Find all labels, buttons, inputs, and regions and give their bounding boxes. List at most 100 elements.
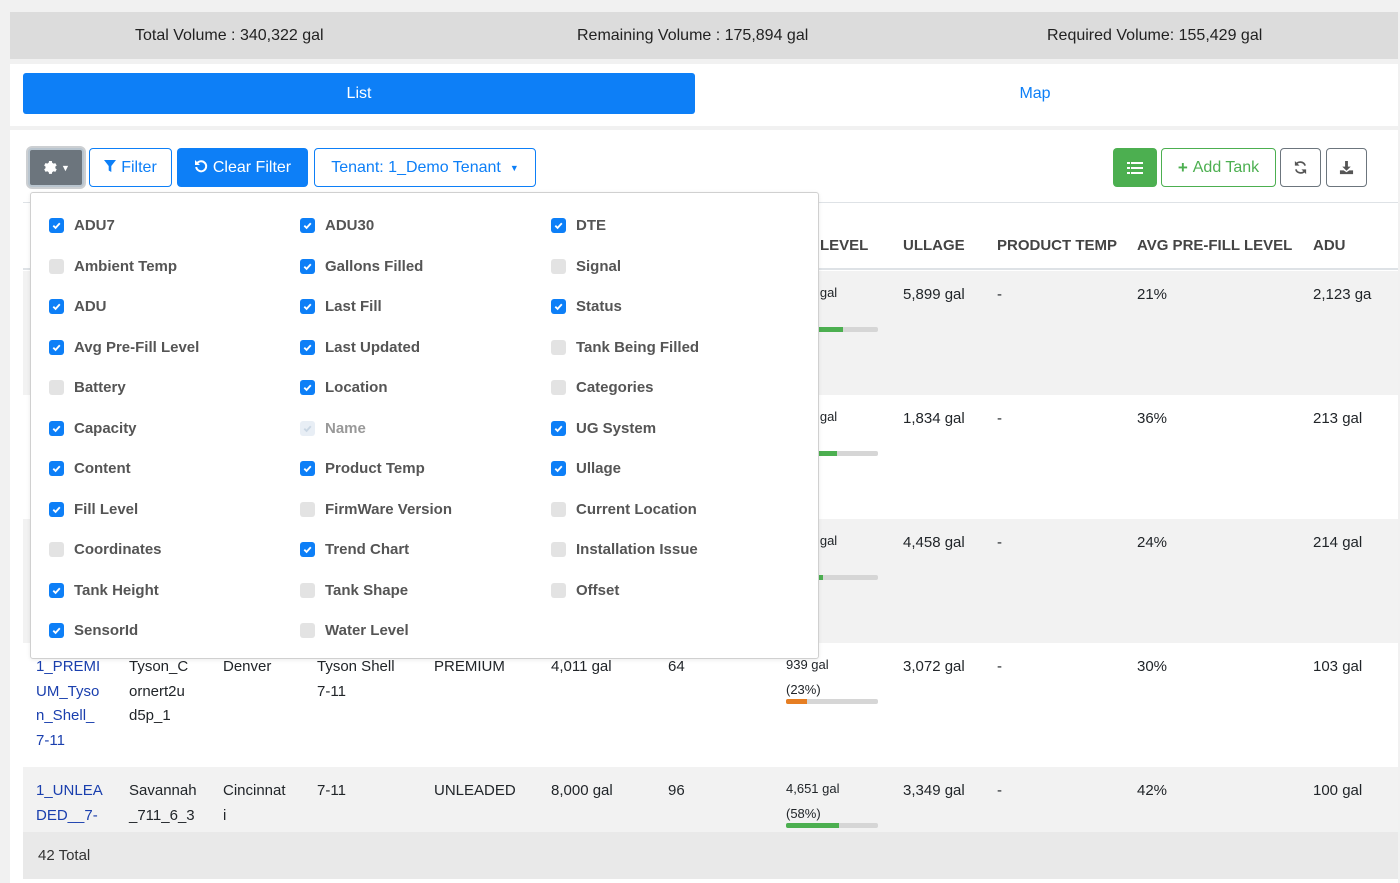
filter-button[interactable]: Filter <box>89 148 172 187</box>
column-option-label: Current Location <box>576 500 697 518</box>
column-option-current-location[interactable]: Current Location <box>551 501 697 518</box>
column-option-checkbox[interactable] <box>551 582 566 598</box>
column-option-ambient-temp[interactable]: Ambient Temp <box>49 258 177 275</box>
adu-value: 100 gal <box>1313 782 1363 799</box>
column-option-checkbox[interactable] <box>551 299 566 314</box>
table-row[interactable]: 1_PREMI UM_Tyso n_Shell_ 7-11 Tyson_C or… <box>23 643 1398 767</box>
list-view-button[interactable] <box>1113 148 1157 187</box>
column-option-tank-being-filled[interactable]: Tank Being Filled <box>551 339 699 356</box>
column-option-checkbox[interactable] <box>49 420 64 436</box>
column-settings-button[interactable]: ▼ <box>28 148 84 187</box>
column-option-checkbox[interactable] <box>551 420 566 436</box>
column-option-offset[interactable]: Offset <box>551 582 619 599</box>
tank-name-link[interactable]: 7-11 <box>36 731 65 749</box>
add-tank-button[interactable]: + Add Tank <box>1161 148 1276 187</box>
column-option-last-updated[interactable]: Last Updated <box>300 339 420 356</box>
adu-value: 214 gal <box>1313 534 1363 551</box>
avg-pre-fill-value: 21% <box>1137 286 1168 303</box>
column-option-checkbox[interactable] <box>49 542 64 557</box>
column-option-location[interactable]: Location <box>300 379 388 396</box>
column-option-checkbox[interactable] <box>551 542 566 557</box>
table-row[interactable]: 1_UNLEA DED__7- Savannah _711_6_3 Cincin… <box>23 767 1398 832</box>
column-option-checkbox[interactable] <box>49 582 64 598</box>
column-option-coordinates[interactable]: Coordinates <box>49 541 162 558</box>
clear-filter-button[interactable]: Clear Filter <box>177 148 308 187</box>
column-option-ullage[interactable]: Ullage <box>551 460 621 477</box>
column-option-checkbox[interactable] <box>49 501 64 517</box>
column-option-label: Trend Chart <box>325 541 410 558</box>
column-option-categories[interactable]: Categories <box>551 379 654 396</box>
column-option-checkbox[interactable] <box>551 258 566 274</box>
column-option-checkbox[interactable] <box>300 501 315 517</box>
tank-name-link[interactable]: 1_UNLEA <box>36 782 103 799</box>
column-option-label: Content <box>74 460 131 477</box>
column-option-battery[interactable]: Battery <box>49 379 126 396</box>
column-option-adu7[interactable]: ADU7 <box>49 217 115 234</box>
column-option-dte[interactable]: DTE <box>551 217 606 234</box>
column-option-product-temp[interactable]: Product Temp <box>300 460 425 477</box>
download-button[interactable] <box>1326 148 1367 187</box>
column-option-checkbox[interactable] <box>300 299 315 314</box>
column-option-checkbox[interactable] <box>300 258 315 274</box>
column-option-checkbox[interactable] <box>300 542 315 557</box>
refresh-button[interactable] <box>1280 148 1321 187</box>
total-volume: Total Volume : 340,322 gal <box>135 26 324 44</box>
column-option-water-level[interactable]: Water Level <box>300 622 409 639</box>
column-option-checkbox[interactable] <box>551 501 566 517</box>
capacity-value: 4,011 gal <box>551 658 612 675</box>
funnel-icon <box>104 159 117 176</box>
column-option-checkbox[interactable] <box>300 623 315 638</box>
site-name-value: 7-11 <box>317 682 346 700</box>
column-option-checkbox[interactable] <box>49 339 64 355</box>
header-avg-pre-fill-level[interactable]: AVG PRE-FILL LEVEL <box>1137 237 1293 254</box>
column-option-gallons-filled[interactable]: Gallons Filled <box>300 258 423 275</box>
column-option-checkbox[interactable] <box>300 218 315 233</box>
tank-name-link[interactable]: DED__7- <box>36 806 98 824</box>
map-view-tab[interactable]: Map <box>1019 84 1051 102</box>
tank-name-link[interactable]: 1_PREMI <box>36 658 101 675</box>
column-option-content[interactable]: Content <box>49 460 131 477</box>
list-view-tab[interactable]: List <box>23 73 695 114</box>
column-option-checkbox[interactable] <box>551 380 566 395</box>
column-option-checkbox[interactable] <box>300 461 315 476</box>
product-temp-value: - <box>997 534 1002 551</box>
column-option-capacity[interactable]: Capacity <box>49 420 137 437</box>
column-option-checkbox[interactable] <box>49 299 64 314</box>
column-option-checkbox[interactable] <box>551 461 566 476</box>
fill-level-value: 939 gal <box>786 657 829 672</box>
column-option-tank-shape[interactable]: Tank Shape <box>300 582 408 599</box>
column-option-checkbox[interactable] <box>300 380 315 395</box>
plus-icon: + <box>1177 158 1188 177</box>
header-adu[interactable]: ADU <box>1313 237 1346 254</box>
column-option-checkbox[interactable] <box>49 258 64 274</box>
column-option-signal[interactable]: Signal <box>551 258 621 275</box>
column-option-adu30[interactable]: ADU30 <box>300 217 374 234</box>
header-level[interactable]: LEVEL <box>820 237 869 254</box>
column-option-last-fill[interactable]: Last Fill <box>300 298 382 315</box>
tenant-dropdown[interactable]: Tenant: 1_Demo Tenant ▼ <box>314 148 536 187</box>
column-option-checkbox[interactable] <box>300 339 315 355</box>
column-option-sensorid[interactable]: SensorId <box>49 622 138 639</box>
column-option-firmware-version[interactable]: FirmWare Version <box>300 501 452 518</box>
column-option-status[interactable]: Status <box>551 298 622 315</box>
column-option-trend-chart[interactable]: Trend Chart <box>300 541 409 558</box>
column-option-checkbox[interactable] <box>49 461 64 476</box>
undo-icon <box>194 159 208 176</box>
column-option-checkbox[interactable] <box>551 339 566 355</box>
column-option-checkbox[interactable] <box>49 380 64 395</box>
tank-name-link[interactable]: n_Shell_ <box>36 707 95 724</box>
column-option-avg-pre-fill-level[interactable]: Avg Pre-Fill Level <box>49 339 199 356</box>
column-option-adu[interactable]: ADU <box>49 298 107 315</box>
column-option-ug-system[interactable]: UG System <box>551 420 656 437</box>
column-option-fill-level[interactable]: Fill Level <box>49 501 138 518</box>
column-option-installation-issue[interactable]: Installation Issue <box>551 541 698 558</box>
column-option-checkbox[interactable] <box>49 623 64 638</box>
header-product-temp[interactable]: PRODUCT TEMP <box>997 237 1117 254</box>
column-option-checkbox[interactable] <box>551 218 566 233</box>
column-option-tank-height[interactable]: Tank Height <box>49 582 159 599</box>
tank-name-link[interactable]: UM_Tyso <box>36 682 100 700</box>
avg-pre-fill-value: 24% <box>1137 534 1168 551</box>
column-option-checkbox[interactable] <box>49 218 64 233</box>
header-ullage[interactable]: ULLAGE <box>903 237 965 254</box>
column-option-checkbox[interactable] <box>300 582 315 598</box>
